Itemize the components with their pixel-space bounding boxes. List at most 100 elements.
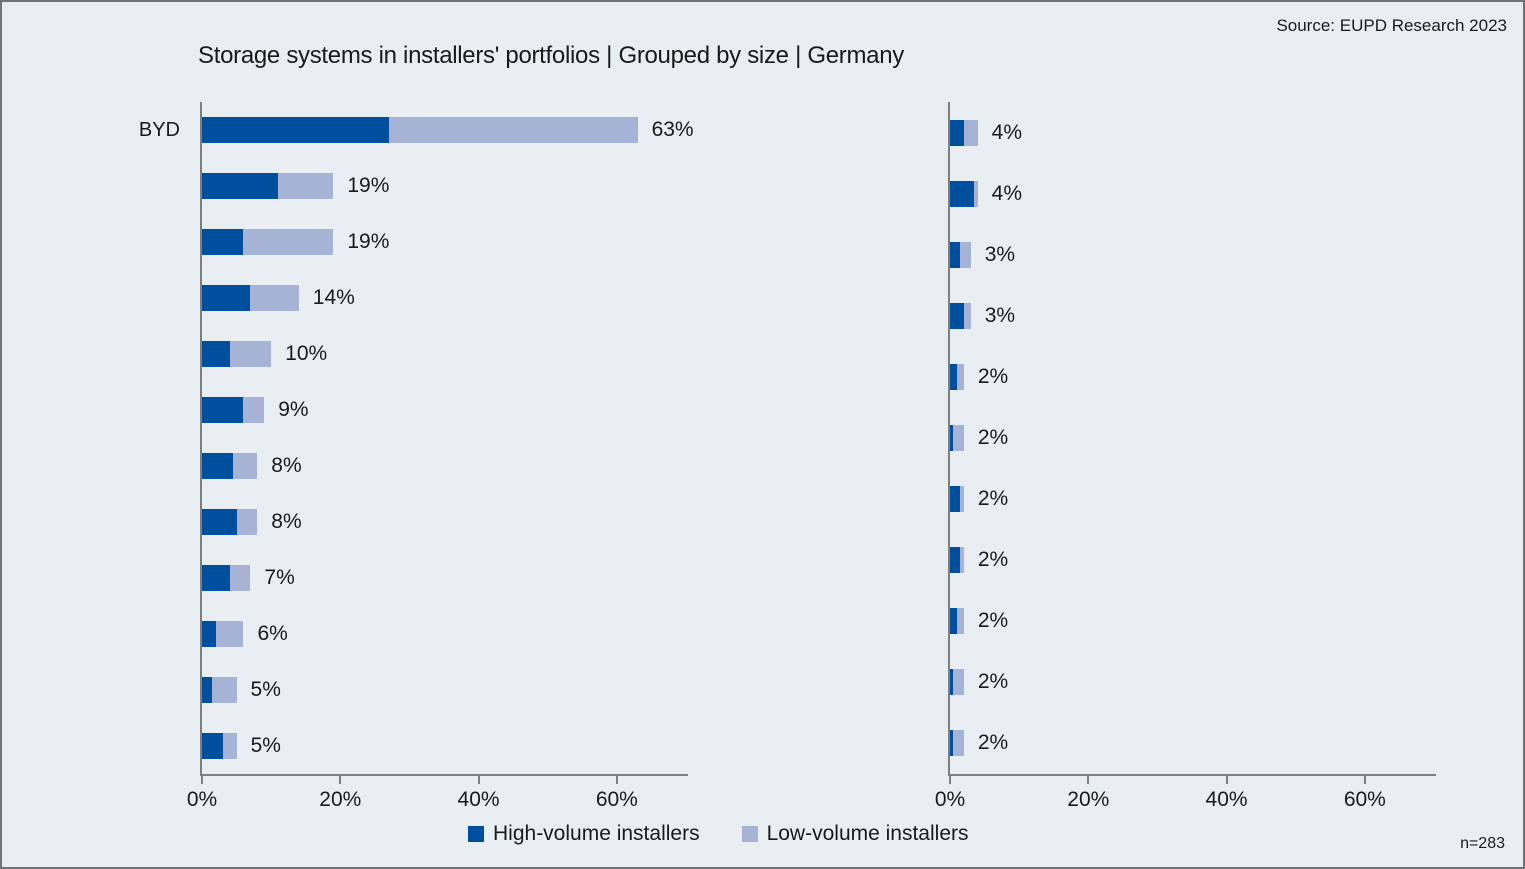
bar-total-label: 2%: [977, 425, 1009, 449]
bar-segment-low-volume: [956, 608, 964, 635]
x-axis-tick: [339, 776, 342, 784]
bar-segment-high-volume: [202, 341, 230, 367]
bar-row: 9%: [202, 382, 686, 438]
bar-segment-high-volume: [202, 285, 251, 311]
bar-segment-low-volume: [222, 733, 237, 759]
bar-row: 2%: [950, 652, 1434, 713]
legend: High-volume installers Low-volume instal…: [468, 822, 969, 846]
bar-total-label: 8%: [271, 510, 302, 533]
x-axis-tick: [615, 776, 618, 784]
stacked-bar: 2%: [950, 730, 1009, 757]
bar-segment-high-volume: [950, 486, 961, 513]
bar-segment-high-volume: [950, 424, 954, 451]
bar-row: 19%: [202, 214, 686, 270]
x-axis-tick: [1363, 776, 1366, 784]
x-axis-tick-label: 60%: [595, 788, 638, 811]
x-axis-tick: [477, 776, 480, 784]
bar-segment-high-volume: [950, 180, 975, 207]
low-volume-swatch-icon: [741, 826, 758, 842]
bar-segment-low-volume: [953, 730, 964, 757]
x-axis-tick-label: 20%: [319, 788, 362, 811]
bar-segment-low-volume: [388, 117, 638, 143]
bar-total-label: 5%: [250, 734, 281, 757]
bar-total-label: 14%: [312, 286, 355, 309]
bar-segment-high-volume: [202, 117, 389, 143]
legend-label-low-volume: Low-volume installers: [766, 822, 969, 845]
bar-segment-low-volume: [233, 453, 258, 479]
stacked-bar: 63%: [202, 117, 694, 143]
x-axis-tick-label: 0%: [186, 788, 218, 811]
legend-item-high-volume: High-volume installers: [468, 822, 700, 846]
bar-segment-low-volume: [953, 424, 964, 451]
stacked-bar: 5%: [202, 677, 281, 703]
bar-row: 7%: [202, 550, 686, 606]
bar-row: 5%: [202, 718, 686, 774]
bar-row: 8%: [202, 494, 686, 550]
bar-segment-high-volume: [202, 397, 244, 423]
bar-segment-low-volume: [212, 677, 237, 703]
bar-segment-low-volume: [956, 363, 964, 390]
bar-segment-low-volume: [250, 285, 299, 311]
bar-row: 14%: [202, 270, 686, 326]
bar-total-label: 3%: [984, 303, 1016, 327]
x-axis-tick: [1225, 776, 1228, 784]
bar-total-label: 2%: [977, 364, 1009, 388]
bar-total-label: 9%: [278, 398, 309, 421]
stacked-bar: 19%: [202, 229, 389, 255]
stacked-bar: 5%: [202, 733, 281, 759]
bar-segment-low-volume: [236, 509, 258, 535]
bar-segment-high-volume: [202, 677, 213, 703]
bar-total-label: 2%: [977, 487, 1009, 511]
bar-segment-low-volume: [960, 486, 964, 513]
category-label: BYD: [138, 118, 180, 141]
stacked-bar: 2%: [950, 669, 1008, 696]
bar-segment-low-volume: [963, 119, 978, 146]
chart-title: Storage systems in installers' portfolio…: [198, 42, 904, 69]
source-note: Source: EUPD Research 2023: [1276, 16, 1507, 35]
bar-segment-low-volume: [974, 180, 978, 207]
bar-segment-low-volume: [278, 173, 334, 199]
bar-segment-high-volume: [202, 621, 216, 647]
stacked-bar: 3%: [950, 241, 1016, 268]
bar-segment-high-volume: [950, 363, 957, 390]
x-axis-tick-label: 40%: [1205, 788, 1248, 811]
bar-segment-low-volume: [953, 669, 964, 696]
x-axis-tick: [1087, 776, 1090, 784]
bar-row: 4%: [950, 102, 1434, 163]
bar-segment-high-volume: [202, 229, 244, 255]
sample-size-note: n=283: [1460, 835, 1505, 852]
bar-row: 3%: [950, 285, 1434, 346]
bar-total-label: 4%: [991, 120, 1023, 144]
bar-segment-high-volume: [950, 669, 954, 696]
bar-segment-high-volume: [202, 565, 230, 591]
stacked-bar: 8%: [202, 453, 302, 479]
bar-total-label: 19%: [347, 174, 390, 197]
bar-chart-panel-left: BYD 63% 19% 19% 14% 10% 9% 8% 8% 7% 6% 5% 5% 0% 20% 40%…: [139, 102, 694, 811]
bar-row: 2%: [950, 407, 1434, 468]
bar-row: 8%: [202, 438, 686, 494]
stacked-bar: 3%: [950, 302, 1016, 329]
bar-row: 10%: [202, 326, 686, 382]
bar-segment-high-volume: [950, 547, 961, 574]
bar-total-label: 3%: [984, 242, 1016, 266]
bar-total-label: 6%: [257, 622, 288, 645]
stacked-bar: 9%: [202, 397, 309, 423]
bar-row: BYD 63%: [139, 102, 694, 158]
bar-row: 4%: [950, 163, 1434, 224]
stacked-bar: 6%: [202, 621, 288, 647]
x-axis-line: [948, 774, 1436, 776]
x-axis-tick: [949, 776, 951, 784]
x-axis-tick-label: 60%: [1343, 788, 1386, 811]
bar-total-label: 4%: [991, 181, 1022, 205]
bar-total-label: 2%: [977, 731, 1009, 755]
x-axis-line: [200, 774, 688, 776]
bar-segment-high-volume: [202, 509, 237, 535]
stacked-bar: 2%: [950, 608, 1008, 635]
bar-total-label: 7%: [264, 566, 295, 589]
stacked-bar: 10%: [202, 341, 327, 367]
stacked-bar: 19%: [202, 173, 389, 199]
stacked-bar: 2%: [950, 547, 1008, 574]
bar-total-label: 10%: [285, 342, 328, 365]
stacked-bar: 2%: [950, 424, 1009, 451]
legend-label-high-volume: High-volume installers: [493, 822, 700, 845]
